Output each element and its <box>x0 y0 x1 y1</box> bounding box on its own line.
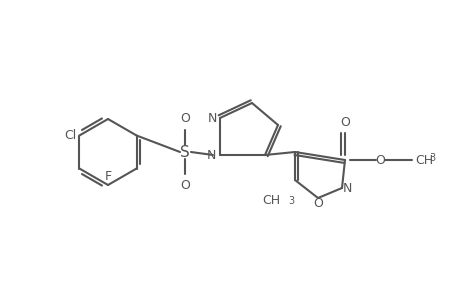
Text: F: F <box>104 170 112 183</box>
Text: CH: CH <box>414 154 432 166</box>
Text: 3: 3 <box>287 196 293 206</box>
Text: N: N <box>206 148 216 161</box>
Text: O: O <box>339 116 349 129</box>
Text: O: O <box>313 197 322 210</box>
Text: O: O <box>179 179 190 192</box>
Text: N: N <box>207 112 217 124</box>
Text: 3: 3 <box>428 153 434 163</box>
Text: S: S <box>180 145 190 160</box>
Text: O: O <box>374 154 384 166</box>
Text: O: O <box>179 112 190 125</box>
Text: CH: CH <box>261 194 280 207</box>
Text: N: N <box>342 182 352 194</box>
Text: Cl: Cl <box>64 129 76 142</box>
